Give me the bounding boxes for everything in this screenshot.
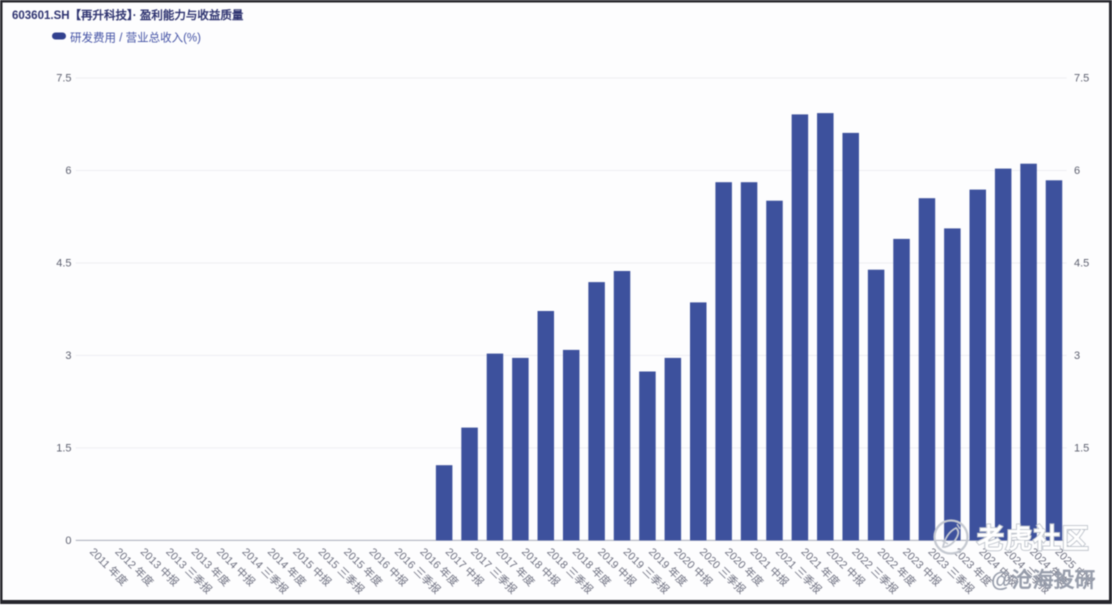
- svg-text:7.5: 7.5: [56, 73, 71, 85]
- svg-text:603601.SH【再升科技】· 盈利能力与收益质量: 603601.SH【再升科技】· 盈利能力与收益质量: [12, 8, 244, 22]
- svg-text:3: 3: [1074, 350, 1080, 362]
- svg-text:4.5: 4.5: [56, 258, 71, 270]
- svg-text:老虎社区: 老虎社区: [977, 523, 1090, 554]
- svg-text:0: 0: [65, 535, 71, 547]
- svg-text:@沧海投研: @沧海投研: [991, 568, 1095, 592]
- svg-text:7.5: 7.5: [1074, 73, 1089, 85]
- svg-text:1.5: 1.5: [56, 442, 71, 454]
- svg-text:研发费用 / 营业总收入(%): 研发费用 / 营业总收入(%): [70, 30, 201, 44]
- svg-text:3: 3: [65, 350, 71, 362]
- svg-text:4.5: 4.5: [1074, 258, 1089, 270]
- svg-text:1.5: 1.5: [1074, 442, 1089, 454]
- svg-text:6: 6: [65, 165, 71, 177]
- svg-text:6: 6: [1074, 165, 1080, 177]
